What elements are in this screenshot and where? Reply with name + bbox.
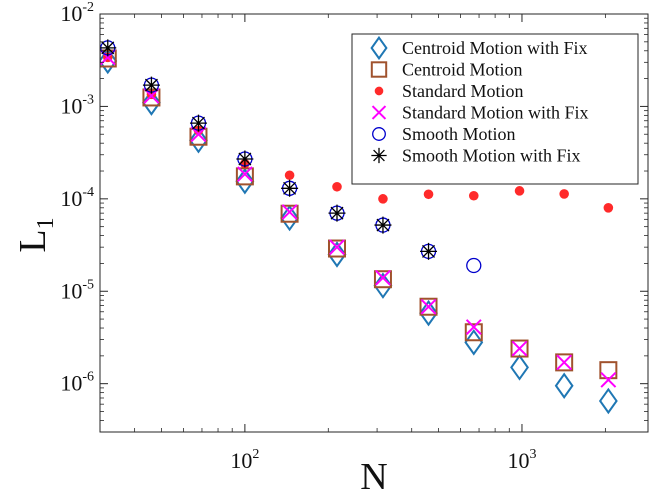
data-point-5-2 <box>189 114 207 132</box>
data-point-0-7 <box>419 299 438 327</box>
y-axis-label: L1 <box>12 217 59 252</box>
data-point-1-10 <box>555 353 574 372</box>
data-point-0-1 <box>142 89 161 116</box>
data-point-0-2 <box>189 127 208 154</box>
data-point-2-7 <box>423 189 434 200</box>
x-tick-label-1: 103 <box>507 447 536 473</box>
data-point-3-8 <box>465 319 482 335</box>
data-point-1-11 <box>599 361 618 380</box>
data-point-0-10 <box>554 372 574 399</box>
data-point-2-11 <box>603 202 614 213</box>
y-tick-label-4: 10-6 <box>60 370 94 396</box>
data-point-3-5 <box>329 239 345 256</box>
legend-item-4: Smooth Motion <box>372 124 516 144</box>
data-point-1-7 <box>419 297 438 316</box>
series-centroid-motion-with-fix <box>100 47 618 415</box>
data-point-2-8 <box>468 190 479 201</box>
data-point-3-10 <box>556 354 573 371</box>
data-point-3-9 <box>511 340 528 357</box>
data-point-2-5 <box>332 181 342 192</box>
legend-item-2: Standard Motion <box>374 81 524 101</box>
data-point-0-11 <box>598 387 618 415</box>
plot-layer <box>100 39 618 415</box>
data-point-3-11 <box>600 371 617 388</box>
data-point-2-6 <box>378 194 388 204</box>
plot-frame <box>99 13 649 433</box>
legend-label-3: Standard Motion with Fix <box>402 103 589 123</box>
data-point-0-9 <box>510 354 529 381</box>
data-point-3-2 <box>190 126 207 143</box>
legend-item-0: Centroid Motion with Fix <box>370 35 588 61</box>
y-tick-label-0: 10-2 <box>60 0 94 26</box>
legend-label-5: Smooth Motion with Fix <box>402 146 581 166</box>
data-point-1-9 <box>510 339 529 358</box>
data-point-2-4 <box>284 170 295 181</box>
data-point-0-5 <box>327 241 347 268</box>
axis-labels: N L1 <box>12 217 388 491</box>
data-point-5-4 <box>281 179 299 197</box>
data-point-0-8 <box>464 329 484 356</box>
data-point-2-10 <box>559 189 569 199</box>
legend-label-2: Standard Motion <box>402 81 524 101</box>
data-point-5-3 <box>236 150 254 168</box>
axis-layer: 102 103 10-2 10-3 10-4 10-5 10-6 <box>60 0 649 473</box>
data-point-0-0 <box>100 47 118 75</box>
legend-box <box>351 33 639 185</box>
data-point-1-8 <box>464 323 483 342</box>
legend-item-5: Smooth Motion with Fix <box>371 146 581 166</box>
x-axis-label: N <box>360 456 387 491</box>
data-point-5-5 <box>328 204 346 222</box>
data-point-2-9 <box>514 186 525 196</box>
data-point-1-5 <box>327 239 346 258</box>
series-smooth-motion-with-fix <box>100 39 438 260</box>
data-point-3-7 <box>420 298 437 315</box>
data-point-5-7 <box>420 242 438 260</box>
data-point-0-4 <box>280 204 300 232</box>
legend-label-1: Centroid Motion <box>402 60 523 80</box>
legend-label-0: Centroid Motion with Fix <box>402 38 588 58</box>
data-point-1-4 <box>280 204 299 223</box>
data-point-5-6 <box>374 216 392 234</box>
data-point-5-1 <box>142 76 160 94</box>
data-point-3-4 <box>281 204 298 220</box>
y-tick-label-2: 10-4 <box>60 185 94 211</box>
data-point-3-1 <box>143 87 160 104</box>
data-point-1-6 <box>373 270 392 289</box>
legend-item-3: Standard Motion with Fix <box>371 103 589 123</box>
data-point-0-3 <box>235 168 255 195</box>
y-tick-label-3: 10-5 <box>60 277 94 303</box>
data-point-3-6 <box>375 269 391 286</box>
y-tick-label-1: 10-3 <box>60 92 94 118</box>
legend-label-4: Smooth Motion <box>402 124 516 144</box>
x-tick-label-0: 102 <box>230 447 259 473</box>
data-point-5-0 <box>100 39 117 57</box>
data-point-3-3 <box>236 166 253 183</box>
legend-item-1: Centroid Motion <box>370 60 523 80</box>
data-point-4-8 <box>466 257 482 274</box>
